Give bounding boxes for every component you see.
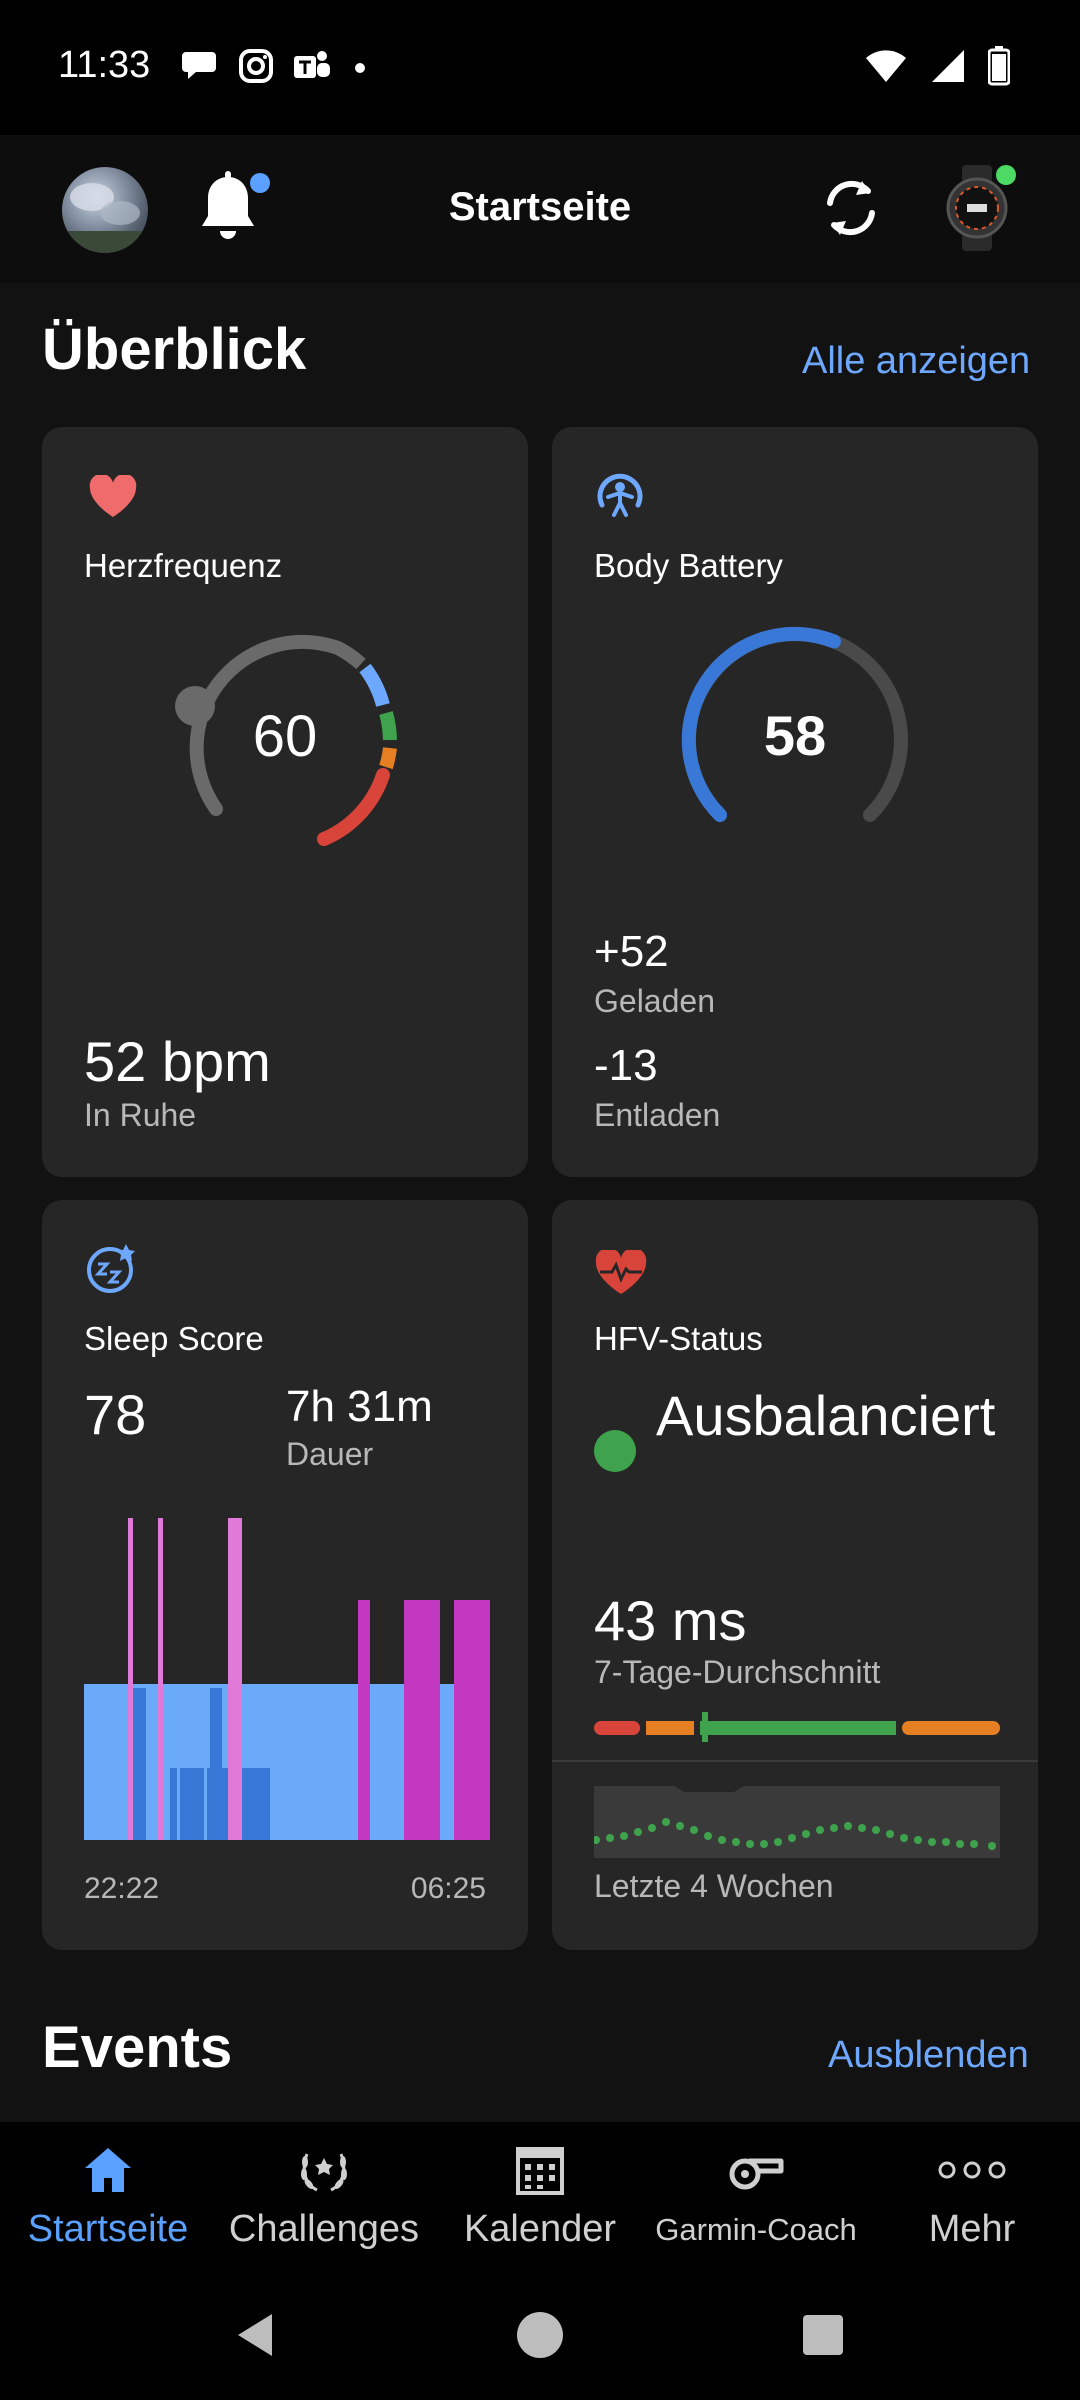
body-battery-label: Body Battery	[594, 547, 783, 584]
resting-hr-value: 52 bpm	[84, 1030, 271, 1093]
home-button-icon[interactable]	[515, 2310, 565, 2360]
overview-title: Überblick	[42, 317, 307, 382]
home-icon	[85, 2148, 131, 2192]
nav-item-more[interactable]: Mehr	[864, 2122, 1080, 2272]
sleep-duration-value: 7h 31m	[286, 1382, 433, 1431]
calendar-icon	[516, 2147, 564, 2195]
status-time: 11:33	[58, 44, 151, 86]
charged-value: +52	[594, 927, 669, 976]
system-status-icons	[864, 46, 1010, 86]
device-connected-badge	[996, 165, 1016, 185]
notifications-button[interactable]	[196, 169, 270, 249]
body-battery-gauge	[681, 626, 908, 822]
notification-badge	[250, 173, 270, 193]
heart-rate-card[interactable]: Herzfrequenz 60 52 bpm In Ruhe	[42, 427, 528, 1177]
heart-rate-gauge	[175, 634, 397, 846]
heart-rate-value: 60	[252, 704, 318, 769]
nav-item-challenges[interactable]: Challenges	[216, 2122, 432, 2272]
nav-item-coach[interactable]: Garmin-Coach	[648, 2122, 864, 2272]
sleep-icon	[87, 1244, 135, 1293]
hide-events-link[interactable]: Ausblenden	[828, 2034, 1029, 2076]
sleep-start-time: 22:22	[84, 1872, 160, 1905]
status-bar: 11:33	[0, 0, 1080, 135]
hrv-status-value: Ausbalanciert	[656, 1384, 996, 1447]
drained-label: Entladen	[594, 1097, 721, 1133]
sleep-score-value: 78	[84, 1383, 147, 1446]
signal-icon	[932, 50, 964, 82]
nav-label-home: Startseite	[27, 2208, 189, 2250]
whistle-icon	[729, 2158, 784, 2190]
system-navigation-bar	[0, 2272, 1080, 2400]
hrv-status-label: HFV-Status	[594, 1320, 763, 1357]
sleep-stages-chart	[84, 1518, 490, 1840]
drained-value: -13	[594, 1041, 658, 1090]
hrv-status-dot	[594, 1430, 636, 1472]
heart-pulse-icon	[595, 1250, 647, 1294]
sleep-card[interactable]: Sleep Score 78 7h 31m Dauer 22:22 06:25	[42, 1200, 528, 1950]
watch-icon	[946, 165, 1008, 251]
instagram-icon	[239, 49, 273, 83]
laurel-icon	[301, 2153, 347, 2192]
sleep-score-label: Sleep Score	[84, 1320, 264, 1357]
sync-button[interactable]	[818, 173, 884, 243]
show-all-link[interactable]: Alle anzeigen	[802, 340, 1031, 382]
heart-icon	[89, 475, 137, 517]
nav-item-home[interactable]: Startseite	[0, 2122, 216, 2272]
hrv-value-label: 7-Tage-Durchschnitt	[594, 1654, 881, 1690]
body-battery-card[interactable]: Body Battery 58 +52 Geladen -13 Entladen	[552, 427, 1038, 1177]
body-battery-icon	[597, 473, 643, 517]
page-title: Startseite	[448, 185, 632, 229]
events-title: Events	[42, 2015, 233, 2080]
nav-label-more: Mehr	[928, 2208, 1016, 2250]
nav-label-challenges: Challenges	[228, 2208, 420, 2250]
hrv-range-bar	[594, 1712, 1000, 1742]
hrv-value: 43 ms	[594, 1589, 747, 1652]
device-button[interactable]	[942, 165, 1016, 251]
divider	[552, 1760, 1038, 1762]
app-bar: Startseite	[0, 135, 1080, 283]
nav-item-calendar[interactable]: Kalender	[432, 2122, 648, 2272]
more-notifications-icon	[355, 63, 365, 73]
sync-icon	[827, 180, 875, 236]
wifi-icon	[866, 50, 906, 82]
hrv-trend-label: Letzte 4 Wochen	[594, 1868, 834, 1904]
back-icon[interactable]	[232, 2310, 282, 2360]
recents-icon[interactable]	[800, 2312, 846, 2358]
notification-icons	[182, 48, 370, 84]
nav-label-coach: Garmin-Coach	[655, 2212, 857, 2247]
body-battery-value: 58	[763, 704, 827, 767]
charged-label: Geladen	[594, 983, 715, 1019]
bell-icon	[202, 171, 254, 239]
heart-rate-label: Herzfrequenz	[84, 547, 283, 584]
body-battery-fill	[681, 626, 841, 822]
sleep-end-time: 06:25	[410, 1872, 486, 1905]
sleep-duration-label: Dauer	[286, 1436, 374, 1472]
resting-hr-label: In Ruhe	[84, 1097, 197, 1133]
bottom-navigation: Startseite Challenges Kalender	[0, 2122, 1080, 2272]
nav-label-calendar: Kalender	[463, 2208, 617, 2250]
chat-icon	[182, 52, 216, 79]
battery-icon	[988, 46, 1010, 86]
hrv-card[interactable]: HFV-Status Ausbalanciert 43 ms 7-Tage-Du…	[552, 1200, 1038, 1950]
teams-icon	[294, 51, 330, 78]
hrv-trend-chart	[594, 1786, 1000, 1858]
more-icon	[938, 2161, 1006, 2179]
